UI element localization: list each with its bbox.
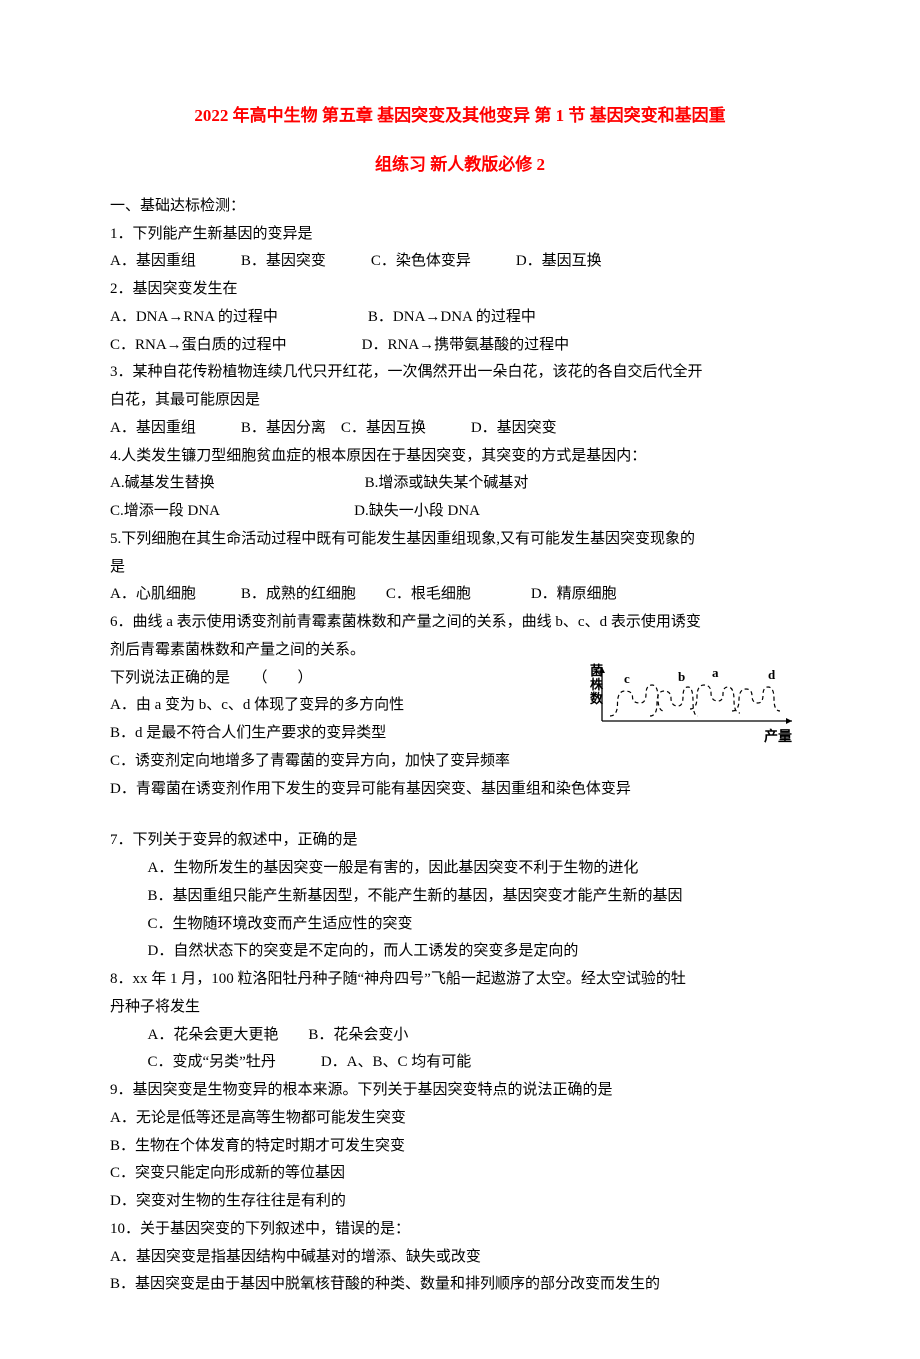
q9-option-d: D．突变对生物的生存往往是有利的	[110, 1188, 810, 1216]
svg-text:菌: 菌	[590, 663, 603, 678]
svg-text:数: 数	[590, 691, 604, 706]
q7-option-c: C．生物随环境改变而产生适应性的突变	[110, 911, 810, 939]
section-heading: 一、基础达标检测：	[110, 193, 810, 221]
q8-stem-1: 8．xx 年 1 月，100 粒洛阳牡丹种子随“神舟四号”飞船一起遨游了太空。经…	[110, 966, 810, 994]
q1-stem: 1．下列能产生新基因的变异是	[110, 221, 810, 249]
q9-option-b: B．生物在个体发育的特定时期才可发生突变	[110, 1133, 810, 1161]
q3-stem-1: 3．某种自花传粉植物连续几代只开红花，一次偶然开出一朵白花，该花的各自交后代全开	[110, 359, 810, 387]
svg-text:d: d	[768, 667, 776, 682]
q6-chart: a b c d 菌株数产量	[590, 661, 810, 757]
svg-text:c: c	[624, 671, 630, 686]
q5-stem-2: 是	[110, 554, 810, 582]
q5-stem-1: 5.下列细胞在其生命活动过程中既有可能发生基因重组现象,又有可能发生基因突变现象…	[110, 526, 810, 554]
q8-options-row2: C．变成“另类”牡丹 D．A、B、C 均有可能	[110, 1049, 810, 1077]
svg-text:a: a	[712, 665, 719, 680]
q7-option-a: A．生物所发生的基因突变一般是有害的，因此基因突变不利于生物的进化	[110, 855, 810, 883]
q4-stem: 4.人类发生镰刀型细胞贫血症的根本原因在于基因突变，其突变的方式是基因内：	[110, 443, 810, 471]
q6-option-d: D．青霉菌在诱变剂作用下发生的变异可能有基因突变、基因重组和染色体变异	[110, 776, 810, 804]
q7-stem: 7．下列关于变异的叙述中，正确的是	[110, 827, 810, 855]
q10-stem: 10．关于基因突变的下列叙述中，错误的是：	[110, 1216, 810, 1244]
title-line-2: 组练习 新人教版必修 2	[110, 149, 810, 180]
q9-option-c: C．突变只能定向形成新的等位基因	[110, 1160, 810, 1188]
q1-options: A．基因重组 B．基因突变 C．染色体变异 D．基因互换	[110, 248, 810, 276]
q7-option-b: B．基因重组只能产生新基因型，不能产生新的基因，基因突变才能产生新的基因	[110, 883, 810, 911]
svg-text:产量: 产量	[764, 728, 792, 745]
q7-option-d: D．自然状态下的突变是不定向的，而人工诱发的突变多是定向的	[110, 938, 810, 966]
q4-options-row1: A.碱基发生替换 B.增添或缺失某个碱基对	[110, 470, 810, 498]
q3-stem-2: 白花，其最可能原因是	[110, 387, 810, 415]
q3-options: A．基因重组 B．基因分离 C．基因互换 D．基因突变	[110, 415, 810, 443]
chart-svg: a b c d 菌株数产量	[590, 661, 810, 757]
q8-stem-2: 丹种子将发生	[110, 994, 810, 1022]
q8-options-row1: A．花朵会更大更艳 B．花朵会变小	[110, 1022, 810, 1050]
svg-text:株: 株	[590, 677, 604, 692]
q5-options: A．心肌细胞 B．成熟的红细胞 C．根毛细胞 D．精原细胞	[110, 581, 810, 609]
q10-option-b: B．基因突变是由于基因中脱氧核苷酸的种类、数量和排列顺序的部分改变而发生的	[110, 1271, 810, 1299]
q4-options-row2: C.增添一段 DNA D.缺失一小段 DNA	[110, 498, 810, 526]
q2-options-row2: C．RNA→蛋白质的过程中 D．RNA→携带氨基酸的过程中	[110, 332, 810, 360]
q2-options-row1: A．DNA→RNA 的过程中 B．DNA→DNA 的过程中	[110, 304, 810, 332]
q2-stem: 2．基因突变发生在	[110, 276, 810, 304]
title-line-1: 2022 年高中生物 第五章 基因突变及其他变异 第 1 节 基因突变和基因重	[110, 100, 810, 131]
svg-text:b: b	[678, 669, 685, 684]
q10-option-a: A．基因突变是指基因结构中碱基对的增添、缺失或改变	[110, 1244, 810, 1272]
q6-stem-1: 6．曲线 a 表示使用诱变剂前青霉素菌株数和产量之间的关系，曲线 b、c、d 表…	[110, 609, 810, 637]
q9-stem: 9．基因突变是生物变异的根本来源。下列关于基因突变特点的说法正确的是	[110, 1077, 810, 1105]
q9-option-a: A．无论是低等还是高等生物都可能发生突变	[110, 1105, 810, 1133]
document-page: 2022 年高中生物 第五章 基因突变及其他变异 第 1 节 基因突变和基因重 …	[0, 0, 920, 1359]
